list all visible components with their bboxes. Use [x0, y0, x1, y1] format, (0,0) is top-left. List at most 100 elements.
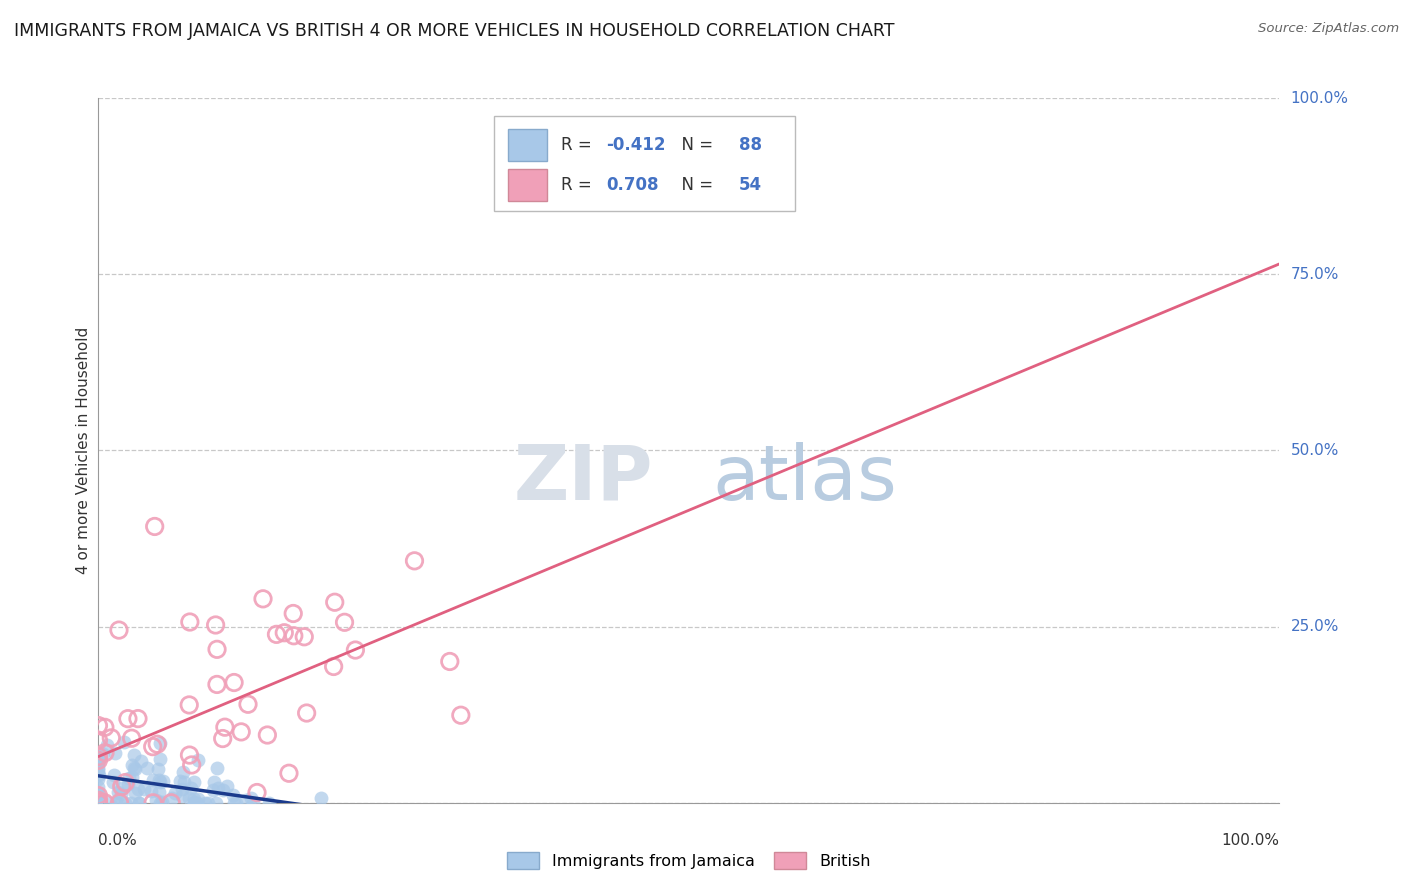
Text: 54: 54 — [738, 176, 762, 194]
Point — [120, 796, 142, 810]
Point — [197, 796, 219, 810]
Bar — [508, 129, 547, 161]
Point — [145, 793, 167, 807]
Y-axis label: 4 or more Vehicles in Household: 4 or more Vehicles in Household — [76, 326, 91, 574]
Point — [107, 785, 129, 799]
Point — [142, 796, 165, 810]
Point — [96, 738, 118, 752]
Point — [87, 790, 110, 805]
Point — [179, 698, 201, 712]
Point — [186, 796, 208, 810]
Point — [142, 739, 165, 754]
Point — [87, 796, 110, 810]
Point — [183, 795, 205, 809]
Point — [87, 772, 110, 786]
Point — [333, 615, 356, 630]
Point — [160, 790, 183, 805]
Point — [108, 796, 131, 810]
Text: N =: N = — [671, 176, 718, 194]
Text: atlas: atlas — [713, 442, 897, 516]
Point — [211, 783, 233, 797]
Point — [259, 796, 281, 810]
Point — [87, 764, 110, 778]
Point — [121, 758, 143, 772]
Point — [170, 781, 193, 796]
Point — [194, 796, 217, 810]
Point — [87, 749, 110, 764]
Point — [222, 675, 245, 690]
Point — [146, 737, 169, 751]
Point — [87, 733, 110, 747]
Text: 50.0%: 50.0% — [1291, 443, 1339, 458]
Point — [87, 793, 110, 807]
Point — [93, 796, 115, 810]
Point — [222, 789, 245, 803]
Point — [87, 767, 110, 781]
Point — [273, 625, 295, 640]
Text: -0.412: -0.412 — [606, 136, 666, 154]
Point — [111, 780, 134, 794]
Point — [404, 554, 426, 568]
Point — [204, 618, 226, 632]
Point — [152, 774, 174, 789]
Point — [146, 762, 169, 776]
Point — [172, 764, 194, 779]
Text: 0.0%: 0.0% — [98, 833, 138, 848]
FancyBboxPatch shape — [494, 116, 796, 211]
Point — [205, 642, 228, 657]
Point — [180, 781, 202, 796]
Point — [266, 627, 288, 641]
Point — [242, 796, 264, 810]
Point — [283, 629, 305, 643]
Point — [309, 790, 332, 805]
Point — [142, 773, 165, 788]
Point — [87, 753, 110, 767]
Point — [186, 792, 208, 806]
Point — [122, 761, 145, 775]
Point — [246, 785, 269, 799]
Point — [148, 784, 170, 798]
Point — [87, 752, 110, 766]
Point — [114, 775, 136, 789]
Point — [211, 731, 233, 746]
Point — [239, 791, 262, 805]
Point — [323, 595, 346, 609]
Point — [124, 762, 146, 776]
Point — [205, 761, 228, 775]
Point — [110, 787, 132, 801]
Point — [122, 748, 145, 763]
Point — [117, 712, 139, 726]
Point — [98, 796, 121, 810]
Text: 100.0%: 100.0% — [1222, 833, 1279, 848]
Point — [256, 728, 278, 742]
Point — [117, 777, 139, 791]
Legend: Immigrants from Jamaica, British: Immigrants from Jamaica, British — [501, 846, 877, 876]
Point — [165, 786, 187, 800]
Point — [107, 796, 129, 810]
Point — [112, 735, 135, 749]
Point — [149, 796, 172, 810]
Point — [143, 519, 166, 533]
Point — [217, 779, 239, 793]
Point — [128, 796, 150, 810]
Point — [252, 591, 274, 606]
Point — [231, 725, 253, 739]
Point — [121, 731, 143, 746]
Point — [87, 751, 110, 765]
Point — [283, 607, 305, 621]
Point — [87, 754, 110, 768]
Point — [214, 720, 236, 734]
Point — [180, 758, 202, 772]
Point — [278, 766, 301, 780]
Point — [87, 786, 110, 800]
Point — [87, 790, 110, 805]
Text: R =: R = — [561, 136, 598, 154]
Point — [225, 796, 247, 810]
Text: 0.708: 0.708 — [606, 176, 659, 194]
Point — [94, 746, 117, 760]
Point — [127, 782, 149, 797]
Point — [236, 698, 259, 712]
Point — [127, 712, 149, 726]
Point — [150, 795, 173, 809]
Point — [87, 789, 110, 803]
